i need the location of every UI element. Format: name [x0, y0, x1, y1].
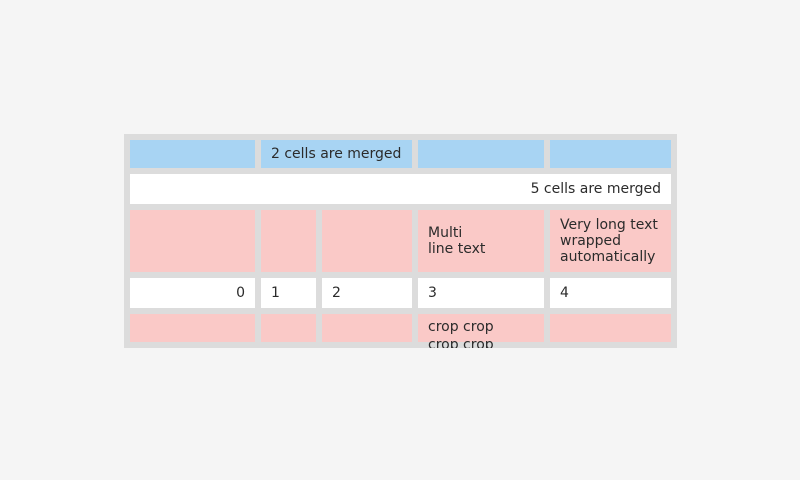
- table-row-pink-text: Multi line text Very long text wrapped a…: [130, 210, 671, 272]
- blue-cell-4: [418, 140, 544, 168]
- table-row-blue-header: 2 cells are merged: [130, 140, 671, 168]
- cropped-text-cell: crop crop crop crop: [418, 314, 544, 348]
- number-cell-1: 1: [261, 278, 316, 308]
- pink-cell-3: [322, 210, 412, 272]
- pink-bottom-cell-5: [550, 314, 671, 342]
- merged-cells-table: 2 cells are merged 5 cells are merged Mu…: [124, 134, 677, 348]
- multi-line-text-cell: Multi line text: [418, 210, 544, 272]
- number-cell-0: 0: [130, 278, 255, 308]
- pink-bottom-cell-1: [130, 314, 255, 342]
- table-row-merged-five: 5 cells are merged: [130, 174, 671, 204]
- number-cell-3: 3: [418, 278, 544, 308]
- merged-two-cells: 2 cells are merged: [261, 140, 412, 168]
- wrapped-text-cell: Very long text wrapped automatically: [550, 210, 671, 272]
- number-cell-4: 4: [550, 278, 671, 308]
- number-cell-2: 2: [322, 278, 412, 308]
- pink-bottom-cell-3: [322, 314, 412, 342]
- pink-cell-2: [261, 210, 316, 272]
- table-row-numbers: 0 1 2 3 4: [130, 278, 671, 308]
- merged-five-cells: 5 cells are merged: [130, 174, 671, 204]
- pink-bottom-cell-2: [261, 314, 316, 342]
- blue-cell-5: [550, 140, 671, 168]
- table-row-cropped: crop crop crop crop: [130, 314, 671, 348]
- blue-cell-1: [130, 140, 255, 168]
- pink-cell-1: [130, 210, 255, 272]
